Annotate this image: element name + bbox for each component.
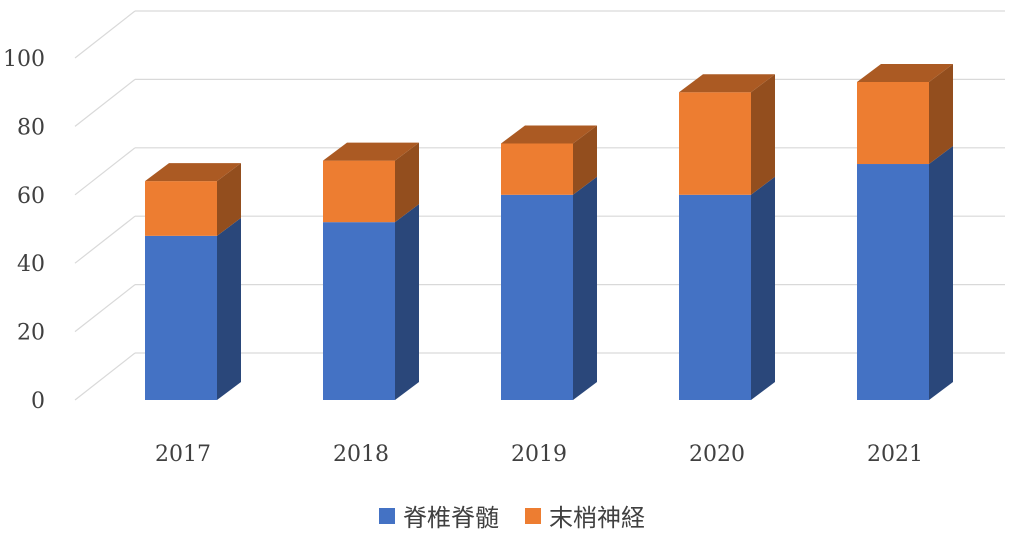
gridline-diagonal-1 [74,284,136,333]
bar-2021-series-1 [857,164,929,400]
y-tick-label: 0 [31,389,45,414]
bar-side-2019-series-2 [573,125,597,195]
bar-side-2021-series-2 [929,63,953,165]
bar-2019-series-2 [501,143,573,195]
gridline-diagonal-0 [74,352,136,401]
bar-side-2020-series-2 [751,74,775,195]
x-tick-label-2021: 2021 [867,442,923,467]
bar-2020-series-1 [679,194,751,400]
bar-side-2021-series-1 [929,146,953,400]
y-tick-label: 40 [17,252,45,277]
legend-item-series-2: 末梢神経 [525,498,645,533]
gridline-diagonal-3 [74,147,136,196]
bar-side-2018-series-1 [395,204,419,400]
bar-top-2017-series-2 [145,163,241,182]
chart-legend: 脊椎脊髄 末梢神経 [0,498,1024,533]
chart-plot-area: 0 20 40 60 80 100 2017 2018 2019 2020 2021 [3,10,1005,467]
legend-swatch-series-2 [525,507,541,524]
bar-top-2018-series-2 [323,142,419,161]
legend-item-series-1: 脊椎脊髄 [379,498,499,533]
bar-2017-series-2 [145,181,217,236]
legend-swatch-series-1 [379,507,395,524]
y-tick-label: 100 [3,47,45,72]
bar-top-2020-series-2 [679,74,775,93]
bar-side-2018-series-2 [395,142,419,223]
x-tick-label-2020: 2020 [689,442,745,467]
bar-2018-series-1 [323,222,395,400]
y-tick-label: 80 [17,115,45,140]
bar-2020-series-2 [679,92,751,195]
x-tick-label-2019: 2019 [511,442,567,467]
bar-side-2019-series-1 [573,176,597,400]
gridline-diagonal-2 [74,215,136,264]
bar-top-2019-series-2 [501,125,597,144]
bar-side-2017-series-2 [217,163,241,236]
bar-top-2021-series-2 [857,63,953,82]
bar-side-2020-series-1 [751,176,775,400]
bar-2019-series-1 [501,194,573,400]
legend-label-series-2: 末梢神経 [549,504,645,532]
bar-2021-series-2 [857,81,929,165]
legend-label-series-1: 脊椎脊髄 [403,504,499,532]
bar-side-2017-series-1 [217,217,241,400]
y-tick-label: 20 [17,321,45,346]
bar-2017-series-1 [145,235,217,400]
y-tick-label: 60 [17,184,45,209]
gridline-diagonal-4 [74,78,136,127]
gridline-diagonal-5 [74,10,136,59]
x-tick-label-2017: 2017 [155,442,211,467]
bar-2018-series-2 [323,160,395,223]
x-tick-label-2018: 2018 [333,442,389,467]
